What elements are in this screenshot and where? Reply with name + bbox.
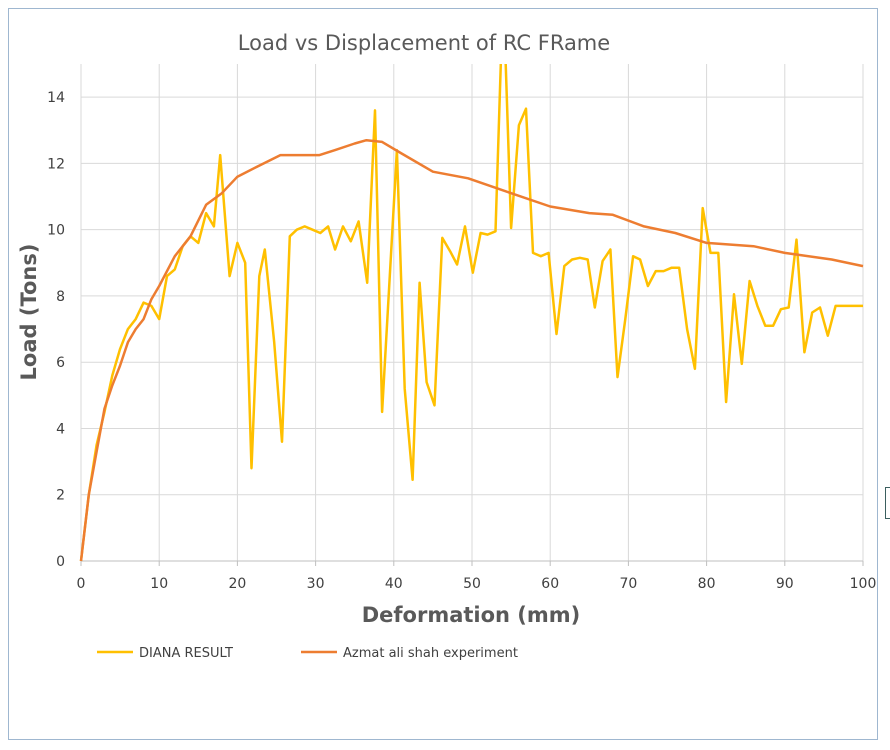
x-tick-label: 20 [228, 576, 246, 592]
y-tick-label: 14 [47, 90, 65, 106]
y-tick-label: 6 [56, 355, 65, 371]
y-tick-label: 0 [56, 554, 65, 570]
y-axis-label: Load (Tons) [17, 244, 41, 381]
x-tick-label: 40 [385, 576, 403, 592]
legend-label: DIANA RESULT [139, 646, 233, 661]
y-tick-label: 8 [56, 289, 65, 305]
x-tick-label: 100 [850, 576, 877, 592]
chart-title: Load vs Displacement of RC FRame [238, 31, 610, 55]
x-tick-label: 60 [541, 576, 559, 592]
x-tick-label: 70 [619, 576, 637, 592]
chart-frame [8, 8, 878, 740]
y-tick-label: 12 [47, 156, 65, 172]
x-tick-label: 0 [77, 576, 86, 592]
gridlines [81, 64, 864, 561]
axes [80, 64, 864, 566]
edge-marker [885, 487, 890, 519]
x-tick-label: 30 [307, 576, 325, 592]
x-tick-label: 80 [698, 576, 716, 592]
series-line-azmat-ali-shah-experiment [79, 138, 864, 562]
x-tick-label: 50 [463, 576, 481, 592]
tick-labels: 0 10 20 30 40 50 60 70 80 90 100 0 2 4 6 8 10 12 14 [47, 90, 876, 592]
x-tick-label: 90 [776, 576, 794, 592]
legend-label: Azmat ali shah experiment [343, 646, 518, 661]
x-tick-label: 10 [150, 576, 168, 592]
y-tick-label: 10 [47, 223, 65, 239]
x-axis-label: Deformation (mm) [362, 603, 581, 627]
series-lines [79, 64, 864, 562]
legend: DIANA RESULT Azmat ali shah experiment [97, 646, 518, 661]
series-line-diana-result [79, 64, 863, 562]
y-tick-label: 4 [56, 421, 65, 437]
y-tick-label: 2 [56, 488, 65, 504]
